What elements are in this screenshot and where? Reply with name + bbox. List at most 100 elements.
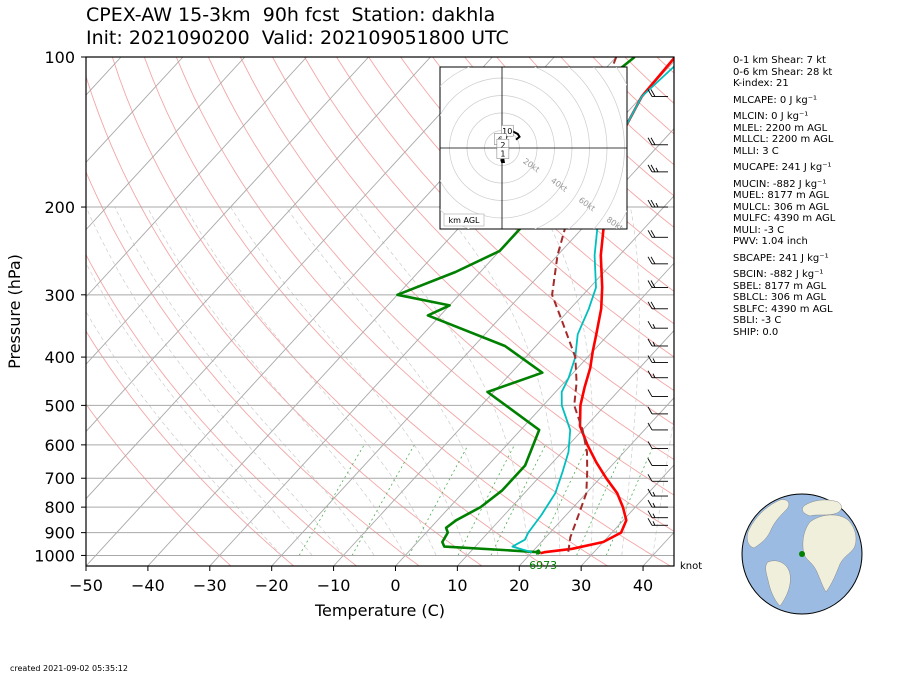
index-line: MULFC: 4390 m AGL — [733, 213, 836, 224]
moist-adiabat — [652, 414, 674, 556]
globe-land-north-america — [747, 499, 790, 549]
wind-barb-flag — [647, 518, 653, 526]
surface-marker — [535, 549, 541, 555]
chart-subtitle: Init: 2021090200 Valid: 202109051800 UTC — [86, 27, 509, 49]
index-line: MLLCL: 2200 m AGL — [733, 134, 834, 145]
moist-adiabat — [285, 206, 499, 556]
location-globe — [741, 493, 863, 615]
isotherm — [86, 57, 246, 231]
index-line: 0-6 km Shear: 28 kt — [733, 66, 833, 78]
dry-adiabat — [368, 57, 674, 358]
wind-barb-flag — [647, 355, 653, 363]
wind-barb-flag — [647, 89, 653, 97]
y-tick-label: 500 — [44, 396, 75, 415]
wind-barb-half — [655, 202, 659, 208]
globe-land-europe — [802, 499, 842, 517]
wind-barb-flag — [647, 199, 653, 208]
index-line: SBEL: 8177 m AGL — [733, 280, 827, 292]
wind-barb-flag — [647, 320, 653, 329]
moist-adiabat — [441, 206, 561, 556]
wind-barb-half — [652, 323, 656, 329]
mixing-ratio-line — [605, 444, 655, 556]
wind-barb-flag — [647, 230, 653, 238]
index-line: SBLCL: 306 m AGL — [733, 292, 827, 303]
y-tick-label: 300 — [44, 286, 75, 305]
dry-adiabat — [432, 57, 674, 292]
wind-barb-half — [652, 491, 656, 497]
mixing-ratio-line — [490, 444, 546, 556]
index-line: MLEL: 2200 m AGL — [733, 122, 828, 134]
wind-barb-flag — [650, 280, 656, 288]
index-line: K-index: 21 — [733, 78, 789, 89]
wind-barb-flag — [650, 164, 656, 173]
wind-barb-flag — [647, 422, 653, 431]
created-timestamp: created 2021-09-02 05:35:12 — [10, 664, 128, 673]
wind-barb-half — [652, 521, 656, 526]
y-tick-label: 200 — [44, 198, 75, 217]
plot-frame — [85, 56, 675, 567]
hodograph-caption-box — [443, 213, 485, 227]
x-tick-label: 40 — [633, 576, 653, 595]
index-line: 0-1 km Shear: 7 kt — [733, 55, 826, 66]
y-tick-label: 600 — [44, 436, 75, 455]
moist-adiabat — [146, 206, 406, 556]
wind-barb-half — [655, 167, 659, 173]
dry-adiabat — [175, 57, 671, 566]
x-tick-label: 20 — [509, 576, 529, 595]
dry-adiabat — [86, 330, 294, 566]
wind-barb-flag — [647, 510, 653, 518]
wind-barb-flag — [647, 458, 653, 466]
isotherm — [518, 397, 674, 566]
dry-adiabat — [86, 75, 483, 566]
index-line: MLCAPE: 0 J kg⁻¹ — [733, 94, 818, 106]
wind-barb-half — [652, 513, 656, 518]
x-tick-label: −10 — [317, 576, 351, 595]
wind-barb-flag — [647, 256, 653, 265]
index-line: SBLFC: 4390 m AGL — [733, 303, 833, 315]
hodograph-point-label: 10 — [502, 127, 512, 136]
wind-barb-flag — [647, 488, 653, 497]
y-tick-label: 700 — [44, 469, 75, 488]
isotherm — [395, 262, 674, 566]
dry-adiabat — [336, 57, 674, 392]
x-tick-label: −20 — [255, 576, 289, 595]
index-line: MULCL: 306 m AGL — [733, 201, 829, 213]
mixing-ratio-line — [408, 444, 469, 556]
index-line: PWV: 1.04 inch — [733, 236, 808, 247]
y-tick-label: 900 — [44, 524, 75, 543]
moist-adiabat — [621, 206, 640, 556]
moist-adiabat — [230, 206, 468, 556]
isotherm — [86, 57, 431, 433]
hodograph-point-label: 2 — [500, 141, 505, 150]
index-line: MUCAPE: 241 J kg⁻¹ — [733, 162, 832, 173]
moist-adiabat — [184, 206, 437, 556]
wind-barb-flag — [647, 164, 653, 173]
wind-barb-flag — [647, 499, 653, 508]
y-tick-label: 100 — [44, 48, 75, 67]
hodograph-point-box — [501, 124, 514, 137]
mixing-ratio-line — [457, 444, 515, 556]
wind-units-label: knot — [680, 561, 702, 572]
dry-adiabat — [304, 57, 674, 426]
moist-adiabat — [86, 206, 344, 556]
globe-land-south-america — [765, 560, 791, 607]
wind-barb-half — [652, 358, 656, 363]
wind-barb-flag — [647, 406, 653, 415]
x-tick-label: −40 — [131, 576, 165, 595]
chart-title: CPEX-AW 15-3km 90h fcst Station: dakhla — [86, 4, 496, 26]
y-tick-label: 400 — [44, 348, 75, 367]
index-line: SHIP: 0.0 — [733, 326, 779, 338]
wind-barb-flag — [650, 199, 656, 208]
y-axis-label: Pressure (hPa) — [5, 254, 24, 369]
wind-barb-half — [652, 373, 656, 378]
hodograph: 20kt40kt60kt80kt10621km AGL — [439, 66, 628, 230]
wind-barbs: knot — [647, 89, 702, 572]
index-line: SBLI: -3 C — [733, 315, 782, 326]
isotherm — [86, 57, 184, 164]
wind-barb-flag — [650, 137, 656, 145]
isotherm — [271, 128, 674, 566]
dry-adiabat — [86, 170, 420, 566]
hodograph-point-label: 1 — [500, 150, 505, 159]
x-tick-label: −50 — [69, 576, 103, 595]
y-tick-label: 800 — [44, 498, 75, 517]
